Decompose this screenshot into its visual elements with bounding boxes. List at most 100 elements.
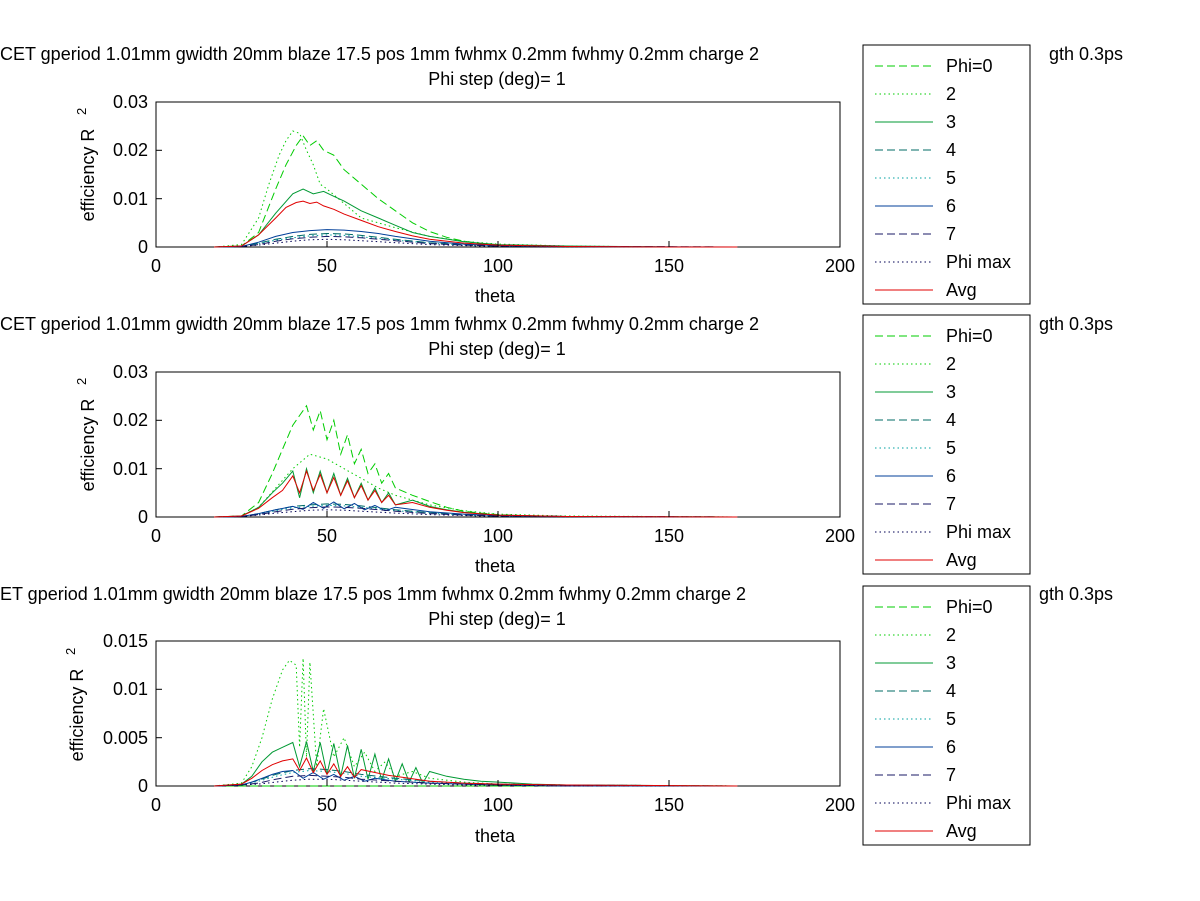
legend-label-phi-0: Phi=0: [946, 597, 993, 617]
subplot-3-subtitle: Phi step (deg)= 1: [428, 609, 566, 629]
legend-label-7: 7: [946, 224, 956, 244]
x-tick-label: 200: [825, 795, 855, 815]
subplot-1-title: CET gperiod 1.01mm gwidth 20mm blaze 17.…: [0, 44, 759, 64]
subplot-1-xticks: 0 50 100 150 200: [151, 241, 855, 276]
subplot-3-xticks: 0 50 100 150 200: [151, 780, 855, 815]
legend-label-2: 2: [946, 354, 956, 374]
legend-label-5: 5: [946, 438, 956, 458]
x-tick-label: 100: [483, 526, 513, 546]
subplot-3-title: ET gperiod 1.01mm gwidth 20mm blaze 17.5…: [0, 584, 746, 604]
subplot-1-subtitle: Phi step (deg)= 1: [428, 69, 566, 89]
subplot-2-yticks: 0 0.01 0.02 0.03: [113, 362, 162, 527]
series-line-4: [214, 232, 738, 248]
subplot-2-subtitle: Phi step (deg)= 1: [428, 339, 566, 359]
legend-entries: Phi=0 2 3 4 5 6 7 Phi max Avg: [875, 56, 1011, 300]
subplot-2-title: CET gperiod 1.01mm gwidth 20mm blaze 17.…: [0, 314, 759, 334]
series-line-7: [214, 506, 738, 518]
y-tick-label: 0: [138, 237, 148, 257]
subplot-1-ylabel-sup: 2: [74, 108, 89, 115]
x-tick-label: 0: [151, 256, 161, 276]
legend-label-avg: Avg: [946, 280, 977, 300]
subplot-2-series-layer: [214, 404, 738, 518]
x-tick-label: 200: [825, 526, 855, 546]
series-line-avg: [214, 200, 738, 248]
legend-label-phi-max: Phi max: [946, 793, 1011, 813]
legend-label-phi-0: Phi=0: [946, 326, 993, 346]
legend-label-phi-0: Phi=0: [946, 56, 993, 76]
legend-label-3: 3: [946, 382, 956, 402]
series-line-6: [214, 769, 738, 787]
subplot-3-xlabel: theta: [475, 826, 516, 846]
legend-label-5: 5: [946, 709, 956, 729]
x-tick-label: 150: [654, 256, 684, 276]
series-line-5: [214, 234, 738, 248]
y-tick-label: 0.015: [103, 631, 148, 651]
legend-label-7: 7: [946, 765, 956, 785]
subplot-2-xlabel: theta: [475, 556, 516, 576]
subplot-2: CET gperiod 1.01mm gwidth 20mm blaze 17.…: [0, 314, 1113, 576]
legend-label-avg: Avg: [946, 821, 977, 841]
subplot-2-ylabel-sup: 2: [74, 378, 89, 385]
x-tick-label: 0: [151, 526, 161, 546]
series-line-phi-max: [214, 778, 738, 787]
subplot-1: CET gperiod 1.01mm gwidth 20mm blaze 17.…: [0, 44, 1123, 306]
subplot-3: ET gperiod 1.01mm gwidth 20mm blaze 17.5…: [0, 584, 1113, 846]
legend-label-phi-max: Phi max: [946, 252, 1011, 272]
x-tick-label: 200: [825, 256, 855, 276]
y-tick-label: 0: [138, 776, 148, 796]
legend-label-4: 4: [946, 681, 956, 701]
subplot-2-legend[interactable]: Phi=0 2 3 4 5 6 7 Phi max Avg: [862, 314, 1031, 575]
y-tick-label: 0: [138, 507, 148, 527]
legend-entries: Phi=0 2 3 4 5 6 7 Phi max Avg: [875, 597, 1011, 841]
legend-label-6: 6: [946, 737, 956, 757]
y-tick-label: 0.005: [103, 728, 148, 748]
legend-box: [862, 44, 1031, 305]
legend-label-3: 3: [946, 112, 956, 132]
series-line-3: [214, 741, 738, 787]
subplot-2-xticks: 0 50 100 150 200: [151, 511, 855, 546]
series-line-6: [214, 501, 738, 518]
legend-label-2: 2: [946, 625, 956, 645]
y-tick-label: 0.02: [113, 410, 148, 430]
x-tick-label: 100: [483, 795, 513, 815]
legend-label-5: 5: [946, 168, 956, 188]
legend-label-7: 7: [946, 494, 956, 514]
series-line-avg: [214, 756, 738, 787]
y-tick-label: 0.02: [113, 140, 148, 160]
subplot-1-series-layer: [214, 130, 738, 248]
x-tick-label: 50: [317, 256, 337, 276]
legend-label-2: 2: [946, 84, 956, 104]
series-line-avg: [214, 469, 738, 518]
series-line-7: [214, 235, 738, 248]
y-tick-label: 0.03: [113, 92, 148, 112]
y-tick-label: 0.01: [113, 679, 148, 699]
legend-label-4: 4: [946, 410, 956, 430]
series-line-5: [214, 504, 738, 518]
x-tick-label: 50: [317, 795, 337, 815]
subplot-3-yticks: 0 0.005 0.01 0.015: [103, 631, 162, 796]
legend-label-avg: Avg: [946, 550, 977, 570]
legend-label-3: 3: [946, 653, 956, 673]
y-tick-label: 0.01: [113, 189, 148, 209]
legend-label-6: 6: [946, 466, 956, 486]
y-tick-label: 0.03: [113, 362, 148, 382]
series-line-6: [214, 229, 738, 248]
subplot-1-yticks: 0 0.01 0.02 0.03: [113, 92, 162, 257]
x-tick-label: 0: [151, 795, 161, 815]
subplot-3-ylabel: efficiency R: [67, 669, 87, 762]
subplot-3-ylabel-sup: 2: [63, 648, 78, 655]
subplot-1-legend[interactable]: Phi=0 2 3 4 5 6 7 Phi max Avg: [862, 44, 1031, 305]
series-line-7: [214, 774, 738, 787]
subplot-3-legend[interactable]: Phi=0 2 3 4 5 6 7 Phi max Avg: [862, 585, 1031, 846]
series-line-phi-max: [214, 509, 738, 518]
subplot-2-ylabel: efficiency R: [78, 399, 98, 492]
series-line-3: [214, 188, 738, 248]
subplot-1-title-tail: gth 0.3ps: [1049, 44, 1123, 64]
legend-label-phi-max: Phi max: [946, 522, 1011, 542]
subplot-3-title-tail: gth 0.3ps: [1039, 584, 1113, 604]
x-tick-label: 50: [317, 526, 337, 546]
subplot-2-title-tail: gth 0.3ps: [1039, 314, 1113, 334]
legend-box: [862, 585, 1031, 846]
x-tick-label: 100: [483, 256, 513, 276]
